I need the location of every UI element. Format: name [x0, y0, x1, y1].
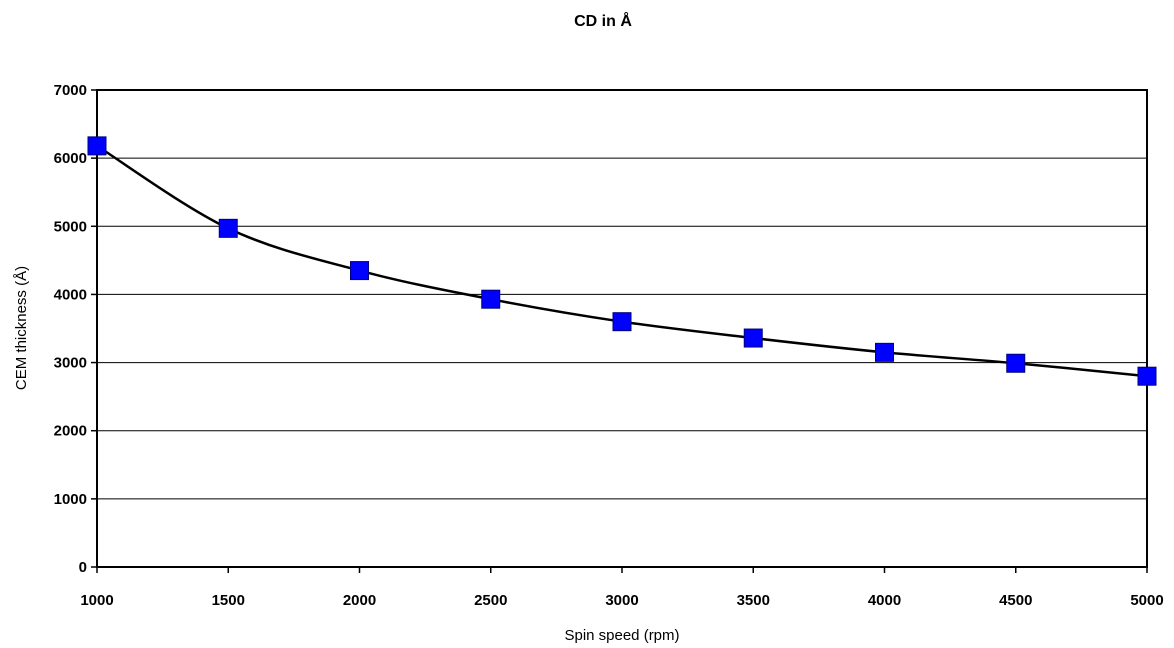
- y-tick-label: 6000: [54, 150, 87, 167]
- x-axis-ticks: 1000 1500 2000 2500 3000 3500 4000 4500 5000: [80, 567, 1164, 609]
- x-tick-label: 5000: [1130, 592, 1163, 609]
- x-tick-label: 3500: [737, 592, 770, 609]
- series-line: [96, 144, 1148, 378]
- data-point-marker: [1137, 366, 1157, 386]
- y-tick-label: 2000: [54, 423, 87, 440]
- data-point-marker: [481, 289, 501, 309]
- x-tick-label: 2000: [343, 592, 376, 609]
- data-point-marker: [218, 218, 238, 238]
- y-tick-label: 0: [79, 559, 87, 576]
- data-point-marker: [350, 261, 369, 281]
- x-tick-label: 2500: [474, 592, 507, 609]
- series-markers: [87, 136, 1157, 386]
- x-tick-label: 4000: [868, 592, 901, 609]
- data-point-marker: [612, 312, 632, 332]
- y-tick-label: 1000: [54, 491, 87, 508]
- x-axis-label: Spin speed (rpm): [564, 627, 679, 644]
- y-axis-ticks: 0 1000 2000 3000 4000 5000 6000 7000: [54, 82, 97, 576]
- data-point-marker: [87, 136, 107, 156]
- y-tick-label: 4000: [54, 286, 87, 303]
- chart-title: CD in Å: [574, 11, 632, 30]
- data-point-marker: [875, 342, 894, 362]
- y-axis-label: CEM thickness (Å): [13, 266, 30, 390]
- data-point-marker: [743, 328, 763, 348]
- x-tick-label: 4500: [999, 592, 1032, 609]
- y-tick-label: 5000: [54, 218, 87, 235]
- gridlines: [97, 157, 1147, 500]
- x-tick-label: 1500: [212, 592, 245, 609]
- x-tick-label: 3000: [605, 592, 638, 609]
- data-point-marker: [1006, 353, 1026, 373]
- y-tick-label: 7000: [54, 82, 87, 99]
- y-tick-label: 3000: [54, 355, 87, 372]
- x-tick-label: 1000: [80, 592, 113, 609]
